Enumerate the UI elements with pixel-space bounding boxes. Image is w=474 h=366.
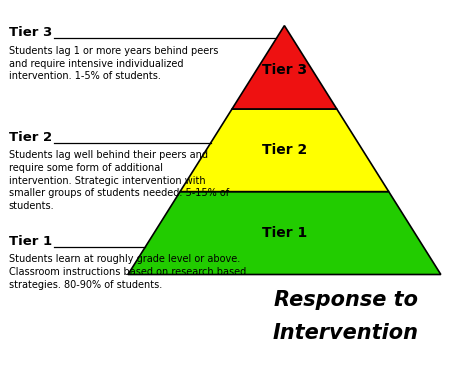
Text: Tier 2: Tier 2: [262, 143, 307, 157]
Polygon shape: [180, 109, 389, 192]
Text: Tier 3: Tier 3: [262, 63, 307, 78]
Text: Students learn at roughly grade level or above.
Classroom instructions based on : Students learn at roughly grade level or…: [9, 254, 246, 290]
Text: Tier 1: Tier 1: [262, 227, 307, 240]
Text: Students lag well behind their peers and
require some form of additional
interve: Students lag well behind their peers and…: [9, 150, 228, 211]
Text: Tier 1: Tier 1: [9, 235, 52, 248]
Polygon shape: [128, 192, 441, 274]
Text: Tier 2: Tier 2: [9, 131, 52, 144]
Text: Students lag 1 or more years behind peers
and require intensive individualized
i: Students lag 1 or more years behind peer…: [9, 46, 218, 81]
Text: Tier 3: Tier 3: [9, 26, 52, 40]
Text: Response to: Response to: [274, 290, 418, 310]
Text: Intervention: Intervention: [273, 323, 419, 343]
Polygon shape: [232, 26, 337, 109]
